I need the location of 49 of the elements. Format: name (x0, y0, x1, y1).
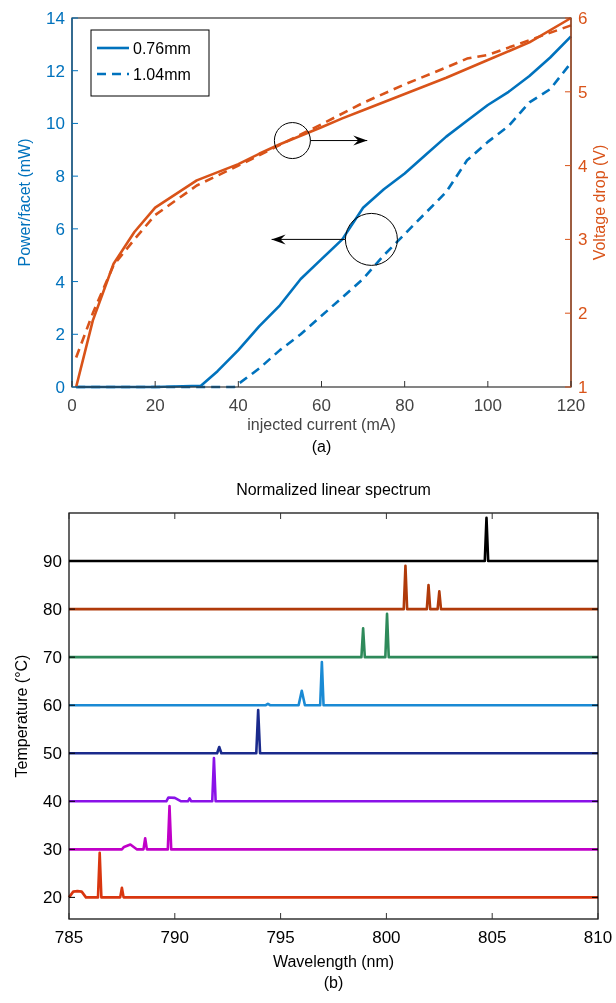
x-tick-label: 20 (145, 396, 165, 415)
chart-title: Normalized linear spectrum (236, 481, 431, 498)
line-series (67, 851, 600, 899)
y-tick-label: 40 (43, 792, 62, 812)
y2-tick-label: 5 (578, 82, 588, 102)
x-axis-title: injected current (mA) (247, 416, 396, 433)
x-tick-label: 800 (372, 928, 401, 947)
y-axis-title: Temperature (°C) (13, 654, 30, 778)
y2-tick-label: 1 (578, 378, 588, 397)
x-tick-label: 0 (67, 396, 77, 415)
y-tick-label: 20 (43, 888, 62, 908)
x-tick-label: 120 (556, 396, 586, 415)
y-tick-label: 2 (55, 325, 65, 345)
legend-label: 1.04mm (133, 66, 191, 83)
y-tick-label: 8 (55, 167, 65, 187)
y-tick-label: 70 (43, 648, 62, 668)
x-tick-label: 785 (54, 928, 84, 947)
y-tick-label: 50 (43, 744, 62, 764)
x-tick-label: 810 (583, 928, 613, 947)
text: (a) (311, 438, 332, 455)
y2-tick-label: 2 (578, 304, 588, 324)
x-tick-label: 40 (228, 396, 248, 415)
y-tick-label: 14 (46, 9, 65, 28)
legend-label: 0.76mm (133, 40, 191, 57)
y-tick-label: 6 (55, 219, 65, 239)
y2-axis-title: Voltage drop (V) (591, 144, 608, 261)
y-tick-label: 12 (46, 61, 65, 81)
y2-tick-label: 4 (578, 156, 588, 176)
x-tick-label: 60 (312, 396, 331, 415)
line-series (67, 756, 600, 803)
y-tick-label: 90 (43, 552, 62, 572)
y-tick-label: 80 (43, 600, 62, 620)
line-series (67, 804, 600, 851)
y-axis-title: Power/facet (mW) (16, 138, 33, 267)
y2-tick-label: 3 (578, 230, 588, 250)
y-tick-label: 4 (55, 272, 65, 292)
x-axis-title: Wavelength (nm) (272, 953, 395, 970)
y-tick-label: 0 (55, 378, 65, 397)
y-tick-label: 10 (46, 114, 65, 134)
x-tick-label: 795 (266, 928, 295, 947)
text: (b) (323, 974, 344, 991)
x-tick-label: 805 (478, 928, 507, 947)
y2-tick-label: 6 (578, 9, 588, 28)
x-tick-label: 100 (473, 396, 503, 415)
line-series (67, 660, 600, 707)
x-tick-label: 790 (160, 928, 189, 947)
x-tick-label: 80 (395, 396, 415, 415)
y-tick-label: 60 (43, 696, 62, 716)
y-tick-label: 30 (43, 840, 62, 860)
